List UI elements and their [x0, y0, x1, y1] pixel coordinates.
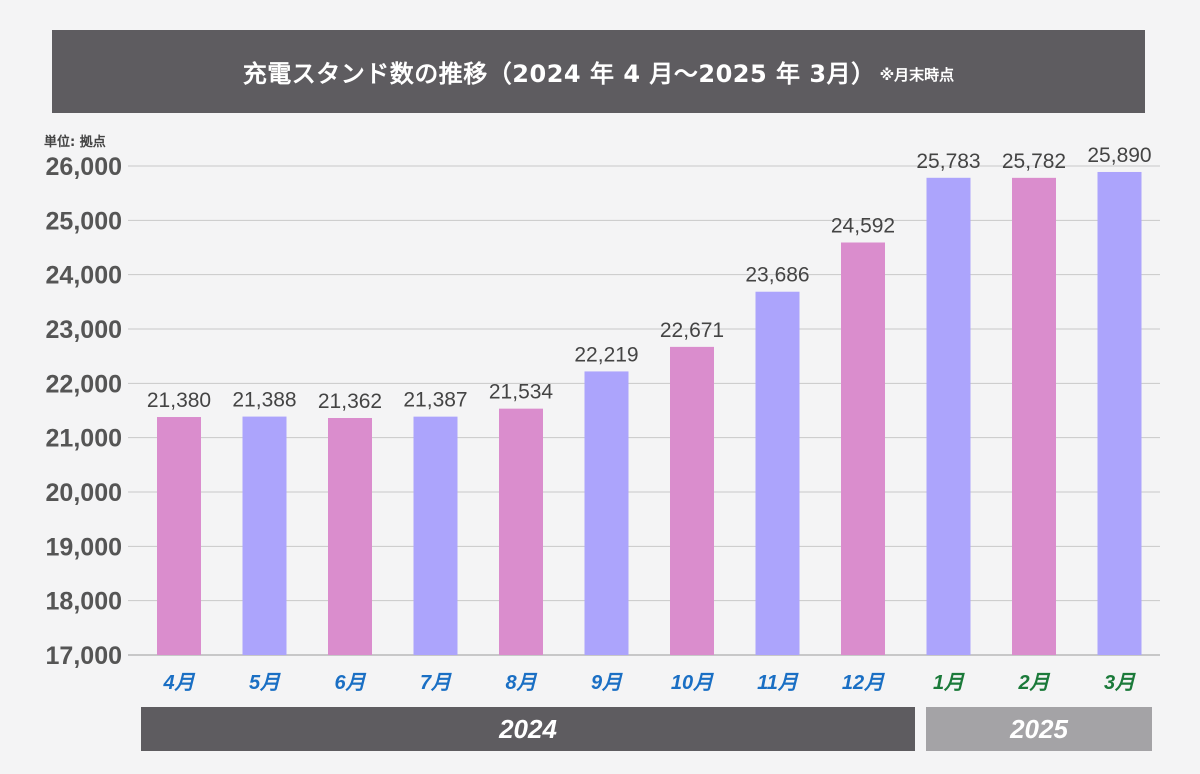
x-tick-label: 2月: [1017, 672, 1050, 694]
year-band-2024: 2024: [141, 707, 915, 751]
data-label: 22,219: [574, 343, 638, 366]
chart-title-bar: 充電スタンド数の推移（2024 年 4 月〜2025 年 3月） ※月末時点: [52, 30, 1145, 113]
y-tick-label: 18,000: [46, 588, 122, 616]
x-tick-label: 10月: [671, 672, 714, 694]
data-label: 22,671: [660, 319, 724, 342]
data-label: 21,387: [403, 389, 467, 412]
data-label: 21,388: [232, 389, 296, 412]
bar: [584, 371, 629, 655]
data-label: 25,782: [1002, 150, 1066, 173]
bar: [841, 242, 885, 655]
y-tick-label: 20,000: [46, 479, 122, 507]
data-label: 21,534: [489, 381, 554, 404]
unit-label: 単位: 拠点: [44, 135, 106, 150]
bar: [1097, 171, 1142, 655]
x-tick-label: 5月: [249, 672, 281, 694]
chart-title: 充電スタンド数の推移（2024 年 4 月〜2025 年 3月）: [242, 60, 876, 88]
bar: [499, 408, 543, 655]
bar: [413, 416, 458, 655]
y-tick-label: 26,000: [46, 153, 122, 181]
year-band-2025: 2025: [926, 707, 1152, 751]
y-tick-label: 24,000: [46, 262, 122, 290]
bar: [157, 417, 201, 655]
data-label: 25,783: [916, 150, 980, 173]
y-tick-label: 17,000: [46, 642, 122, 670]
x-tick-label: 11月: [757, 672, 799, 694]
data-label: 23,686: [745, 264, 809, 287]
y-tick-label: 25,000: [46, 207, 122, 235]
y-tick-label: 19,000: [46, 533, 122, 561]
data-label: 21,362: [318, 390, 382, 413]
y-tick-label: 21,000: [46, 425, 122, 453]
bar: [1012, 177, 1056, 655]
bar: [670, 346, 714, 655]
data-label: 25,890: [1087, 144, 1151, 167]
bar: [926, 177, 971, 655]
x-tick-label: 6月: [334, 672, 366, 694]
x-tick-label: 9月: [591, 672, 623, 694]
data-label: 24,592: [831, 215, 895, 238]
x-tick-label: 8月: [505, 672, 537, 694]
bar: [242, 416, 287, 655]
x-tick-label: 4月: [162, 672, 195, 694]
bar: [755, 291, 800, 655]
x-tick-label: 7月: [420, 672, 452, 694]
x-tick-label: 12月: [842, 672, 885, 694]
x-tick-label: 3月: [1104, 672, 1136, 694]
chart-title-note: ※月末時点: [879, 66, 955, 84]
y-tick-label: 23,000: [46, 316, 122, 344]
y-tick-label: 22,000: [46, 370, 122, 398]
x-tick-label: 1月: [933, 672, 965, 694]
bar: [328, 417, 372, 655]
data-label: 21,380: [147, 389, 211, 412]
